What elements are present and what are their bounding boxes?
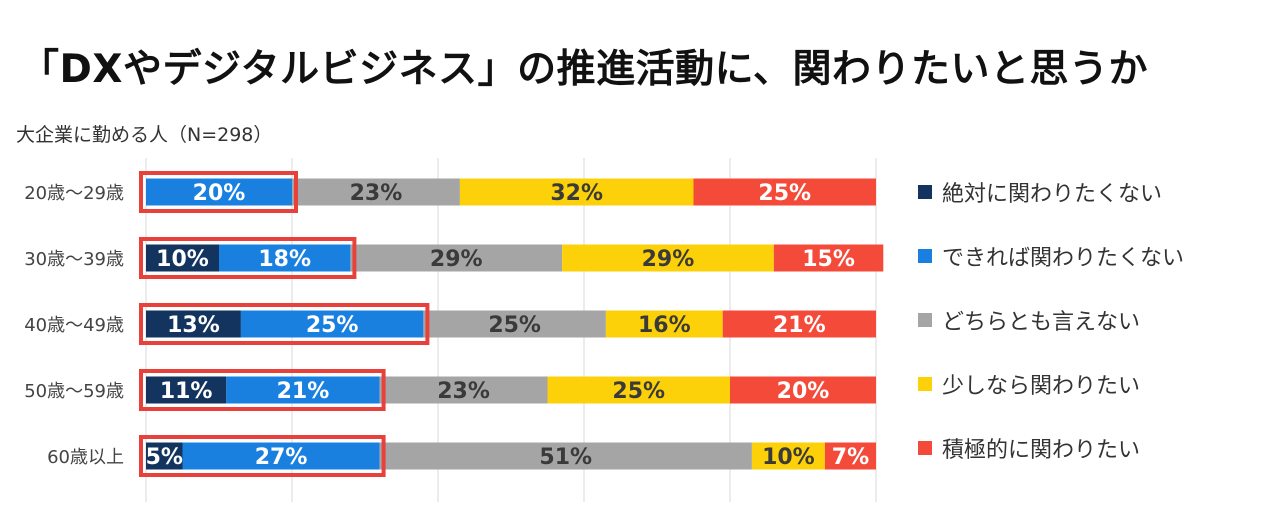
chart-subtitle: 大企業に勤める人（N=298）: [16, 124, 273, 146]
bar-segment: [824, 442, 876, 470]
bar-segment: [547, 376, 730, 404]
data-label: 25%: [488, 313, 541, 338]
data-label: 25%: [758, 181, 811, 206]
highlight-frame: [139, 237, 357, 279]
bar-segment: [730, 376, 876, 404]
legend-swatch: [918, 185, 932, 199]
legend-item: 積極的に関わりたい: [918, 416, 1278, 480]
chart-title: 「DXやデジタルビジネス」の推進活動に、関わりたいと思うか: [20, 47, 1148, 92]
bar-segment: [605, 310, 723, 338]
bar-segment: [751, 442, 825, 470]
legend-item: 絶対に関わりたくない: [918, 160, 1278, 224]
data-label: 5%: [146, 445, 183, 470]
legend-label: 絶対に関わりたくない: [942, 182, 1163, 207]
legend-swatch: [918, 441, 932, 455]
legend: 絶対に関わりたくない できれば関わりたくない どちらとも言えない 少しなら関わりたい積…: [918, 160, 1278, 480]
bar-segment: [182, 442, 380, 470]
legend-item: どちらとも言えない: [918, 288, 1278, 352]
bar-segment: [459, 178, 694, 206]
bar-segment: [773, 244, 884, 272]
legend-swatch: [918, 249, 932, 263]
data-label: 21%: [277, 379, 330, 404]
data-label: 7%: [832, 445, 869, 470]
data-label: 11%: [160, 379, 213, 404]
bar-segment: [350, 244, 563, 272]
bar-segment: [146, 310, 241, 338]
bar-segment: [722, 310, 876, 338]
bar-segment: [146, 376, 227, 404]
bar-segment: [240, 310, 424, 338]
bar-segment: [379, 442, 752, 470]
data-label: 10%: [762, 445, 815, 470]
legend-item: 少しなら関わりたい: [918, 352, 1278, 416]
highlight-frame: [139, 369, 386, 411]
data-label: 20%: [193, 181, 246, 206]
data-label: 23%: [437, 379, 490, 404]
data-label: 51%: [539, 445, 592, 470]
highlight-frame: [139, 435, 386, 477]
data-label: 29%: [642, 247, 695, 272]
bar-segment: [146, 244, 219, 272]
bar-segment: [219, 244, 351, 272]
bar-segment: [292, 178, 460, 206]
stacked-bar-chart: 20歳〜29歳 20% 23% 32% 25% 30歳〜39歳 10% 18% 29% 29% 15…: [24, 158, 884, 502]
legend-item: できれば関わりたくない: [918, 224, 1278, 288]
bar-segment: [693, 178, 876, 206]
legend-label: 少しなら関わりたい: [942, 374, 1141, 399]
category-label: 40歳〜49歳: [24, 315, 124, 336]
legend-swatch: [918, 377, 932, 391]
category-label: 60歳以上: [47, 447, 124, 468]
bar-segment: [226, 376, 380, 404]
bar-segment: [379, 376, 548, 404]
bar-segment: [562, 244, 774, 272]
data-label: 18%: [258, 247, 311, 272]
data-label: 27%: [255, 445, 308, 470]
data-label: 21%: [773, 313, 826, 338]
data-label: 15%: [802, 247, 855, 272]
data-label: 13%: [167, 313, 220, 338]
data-label: 25%: [612, 379, 665, 404]
data-label: 23%: [350, 181, 403, 206]
data-label: 10%: [156, 247, 209, 272]
data-label: 32%: [550, 181, 603, 206]
legend-label: どちらとも言えない: [942, 310, 1141, 335]
bar-segment: [146, 178, 292, 206]
legend-label: できれば関わりたくない: [942, 246, 1185, 271]
bar-segment: [146, 442, 183, 470]
data-label: 16%: [638, 313, 691, 338]
legend-label: 積極的に関わりたい: [942, 438, 1141, 463]
highlight-frame: [139, 171, 298, 213]
data-label: 29%: [430, 247, 483, 272]
category-label: 20歳〜29歳: [24, 183, 124, 204]
data-label: 25%: [306, 313, 359, 338]
highlight-frame: [139, 303, 430, 345]
category-label: 30歳〜39歳: [24, 249, 124, 270]
legend-swatch: [918, 313, 932, 327]
category-label: 50歳〜59歳: [24, 381, 124, 402]
bar-segment: [423, 310, 606, 338]
data-label: 20%: [777, 379, 830, 404]
